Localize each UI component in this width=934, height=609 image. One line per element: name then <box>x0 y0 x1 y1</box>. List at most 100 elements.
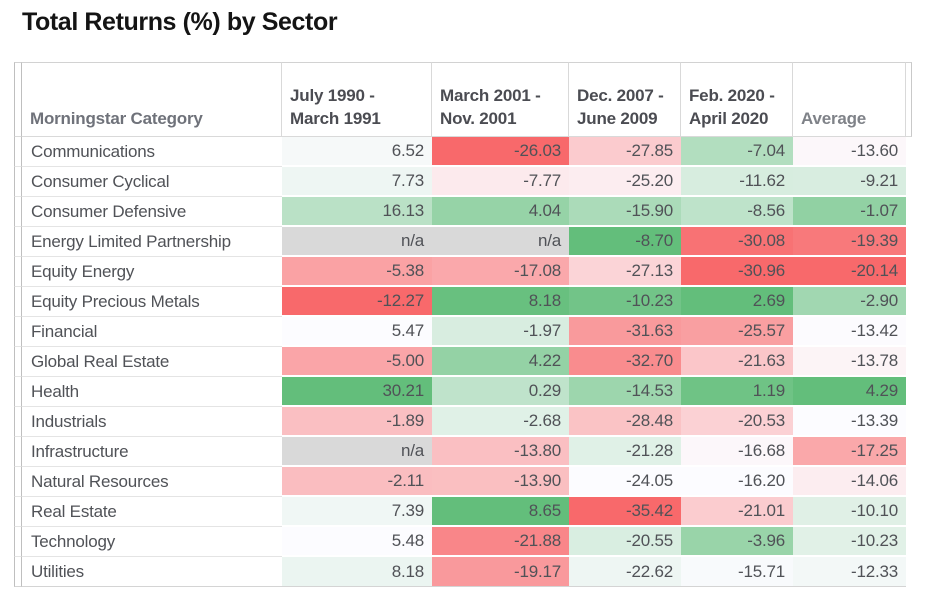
value-cell: -13.80 <box>432 437 569 467</box>
value-cell: -1.97 <box>432 317 569 347</box>
value-cell: -15.90 <box>569 197 681 227</box>
category-cell: Energy Limited Partnership <box>22 227 282 257</box>
row-right-gutter-cell <box>906 407 912 437</box>
row-right-gutter-cell <box>906 227 912 257</box>
row-right-gutter-cell <box>906 317 912 347</box>
row-right-gutter-cell <box>906 557 912 587</box>
category-cell: Infrastructure <box>22 437 282 467</box>
table-header: Morningstar Category July 1990 - March 199… <box>14 62 912 137</box>
value-cell: -13.39 <box>793 407 906 437</box>
value-cell: 4.29 <box>793 377 906 407</box>
row-right-gutter-cell <box>906 437 912 467</box>
value-cell: 2.69 <box>681 287 793 317</box>
value-cell: -8.56 <box>681 197 793 227</box>
row-gutter-cell <box>14 467 22 497</box>
value-cell: -19.17 <box>432 557 569 587</box>
value-cell: -2.90 <box>793 287 906 317</box>
value-cell: -2.68 <box>432 407 569 437</box>
row-gutter-cell <box>14 557 22 587</box>
value-cell: 4.04 <box>432 197 569 227</box>
table-row: Energy Limited Partnership n/a n/a -8.70 -30… <box>14 227 912 257</box>
value-cell: -15.71 <box>681 557 793 587</box>
value-cell: -16.68 <box>681 437 793 467</box>
table-body: Communications 6.52 -26.03 -27.85 -7.04 -13.6… <box>14 137 912 587</box>
category-cell: Equity Precious Metals <box>22 287 282 317</box>
table-row: Global Real Estate -5.00 4.22 -32.70 -21.63-… <box>14 347 912 377</box>
table-row: Financial 5.47 -1.97 -31.63 -25.57 -13.42 <box>14 317 912 347</box>
column-header-5: Average <box>793 62 906 137</box>
value-cell: -7.04 <box>681 137 793 167</box>
row-gutter-cell <box>14 377 22 407</box>
value-cell: -13.78 <box>793 347 906 377</box>
category-cell: Natural Resources <box>22 467 282 497</box>
value-cell: -32.70 <box>569 347 681 377</box>
page-title: Total Returns (%) by Sector <box>22 8 338 36</box>
value-cell: -27.13 <box>569 257 681 287</box>
value-cell: -24.05 <box>569 467 681 497</box>
row-gutter-cell <box>14 197 22 227</box>
value-cell: -14.53 <box>569 377 681 407</box>
value-cell: -10.23 <box>793 527 906 557</box>
row-right-gutter-cell <box>906 467 912 497</box>
value-cell: 1.19 <box>681 377 793 407</box>
row-right-gutter-cell <box>906 257 912 287</box>
value-cell: -16.20 <box>681 467 793 497</box>
value-cell: -25.57 <box>681 317 793 347</box>
table-row: Industrials -1.89 -2.68 -28.48 -20.53 -13.39 <box>14 407 912 437</box>
category-cell: Utilities <box>22 557 282 587</box>
value-cell: -17.08 <box>432 257 569 287</box>
column-header-2: March 2001 - Nov. 2001 <box>432 62 569 137</box>
value-cell: -13.60 <box>793 137 906 167</box>
value-cell: -35.42 <box>569 497 681 527</box>
value-cell: n/a <box>282 227 432 257</box>
column-header-1: July 1990 - March 1991 <box>282 62 432 137</box>
category-cell: Health <box>22 377 282 407</box>
table-row: Real Estate 7.39 8.65 -35.42 -21.01 -10.10 <box>14 497 912 527</box>
row-right-gutter-cell <box>906 287 912 317</box>
category-cell: Global Real Estate <box>22 347 282 377</box>
value-cell: -20.55 <box>569 527 681 557</box>
category-cell: Real Estate <box>22 497 282 527</box>
value-cell: -5.38 <box>282 257 432 287</box>
value-cell: 16.13 <box>282 197 432 227</box>
value-cell: 7.39 <box>282 497 432 527</box>
value-cell: -30.08 <box>681 227 793 257</box>
table-row: Technology 5.48 -21.88 -20.55 -3.96 -10.23 <box>14 527 912 557</box>
row-gutter-cell <box>14 137 22 167</box>
value-cell: -3.96 <box>681 527 793 557</box>
value-cell: -27.85 <box>569 137 681 167</box>
value-cell: -28.48 <box>569 407 681 437</box>
row-gutter-cell <box>14 227 22 257</box>
row-gutter-cell <box>14 167 22 197</box>
value-cell: -1.07 <box>793 197 906 227</box>
value-cell: -12.27 <box>282 287 432 317</box>
row-gutter-cell <box>14 347 22 377</box>
value-cell: -1.89 <box>282 407 432 437</box>
header-row: Morningstar Category July 1990 - March 199… <box>14 62 912 137</box>
value-cell: -12.33 <box>793 557 906 587</box>
row-right-gutter-cell <box>906 197 912 227</box>
row-right-gutter-cell <box>906 167 912 197</box>
table-row: Equity Energy -5.38 -17.08 -27.13 -30.96 -20.… <box>14 257 912 287</box>
table-left-gutter-header <box>14 62 22 137</box>
value-cell: -21.63 <box>681 347 793 377</box>
category-cell: Technology <box>22 527 282 557</box>
table-right-gutter-header <box>906 62 912 137</box>
category-cell: Industrials <box>22 407 282 437</box>
value-cell: -31.63 <box>569 317 681 347</box>
value-cell: -11.62 <box>681 167 793 197</box>
value-cell: -7.77 <box>432 167 569 197</box>
row-gutter-cell <box>14 287 22 317</box>
value-cell: -20.14 <box>793 257 906 287</box>
value-cell: 6.52 <box>282 137 432 167</box>
row-gutter-cell <box>14 497 22 527</box>
column-header-4: Feb. 2020 - April 2020 <box>681 62 793 137</box>
category-cell: Consumer Cyclical <box>22 167 282 197</box>
value-cell: 7.73 <box>282 167 432 197</box>
value-cell: -25.20 <box>569 167 681 197</box>
value-cell: -17.25 <box>793 437 906 467</box>
value-cell: 30.21 <box>282 377 432 407</box>
category-cell: Financial <box>22 317 282 347</box>
row-right-gutter-cell <box>906 377 912 407</box>
value-cell: -14.06 <box>793 467 906 497</box>
